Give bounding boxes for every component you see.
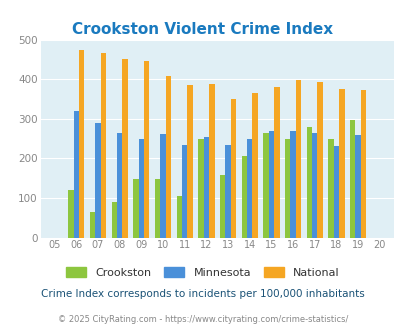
Bar [333, 146, 338, 238]
Bar [290, 131, 295, 238]
Bar [160, 134, 165, 238]
Bar [209, 84, 214, 238]
Bar [73, 111, 79, 238]
Bar [349, 119, 354, 238]
Bar [246, 139, 252, 238]
Bar [198, 139, 203, 238]
Bar [133, 179, 139, 238]
Text: Crookston Violent Crime Index: Crookston Violent Crime Index [72, 22, 333, 37]
Bar [155, 179, 160, 238]
Bar [144, 61, 149, 238]
Bar [117, 133, 122, 238]
Legend: Crookston, Minnesota, National: Crookston, Minnesota, National [62, 263, 343, 282]
Bar [95, 123, 100, 238]
Bar [90, 212, 95, 238]
Bar [252, 93, 257, 238]
Bar [220, 175, 225, 238]
Bar [284, 139, 290, 238]
Bar [181, 145, 187, 238]
Bar [317, 82, 322, 238]
Bar [338, 89, 344, 238]
Bar [241, 156, 246, 238]
Bar [230, 99, 236, 238]
Bar [262, 133, 268, 238]
Bar [122, 59, 128, 238]
Bar [187, 85, 192, 238]
Bar [100, 53, 106, 238]
Bar [111, 202, 117, 238]
Bar [268, 131, 273, 238]
Bar [203, 137, 209, 238]
Bar [354, 135, 360, 238]
Text: © 2025 CityRating.com - https://www.cityrating.com/crime-statistics/: © 2025 CityRating.com - https://www.city… [58, 315, 347, 324]
Text: Crime Index corresponds to incidents per 100,000 inhabitants: Crime Index corresponds to incidents per… [41, 289, 364, 299]
Bar [328, 139, 333, 238]
Bar [306, 127, 311, 238]
Bar [225, 145, 230, 238]
Bar [360, 90, 365, 238]
Bar [79, 50, 84, 238]
Bar [165, 77, 171, 238]
Bar [273, 87, 279, 238]
Bar [311, 133, 317, 238]
Bar [176, 196, 181, 238]
Bar [68, 190, 73, 238]
Bar [295, 81, 301, 238]
Bar [139, 139, 144, 238]
